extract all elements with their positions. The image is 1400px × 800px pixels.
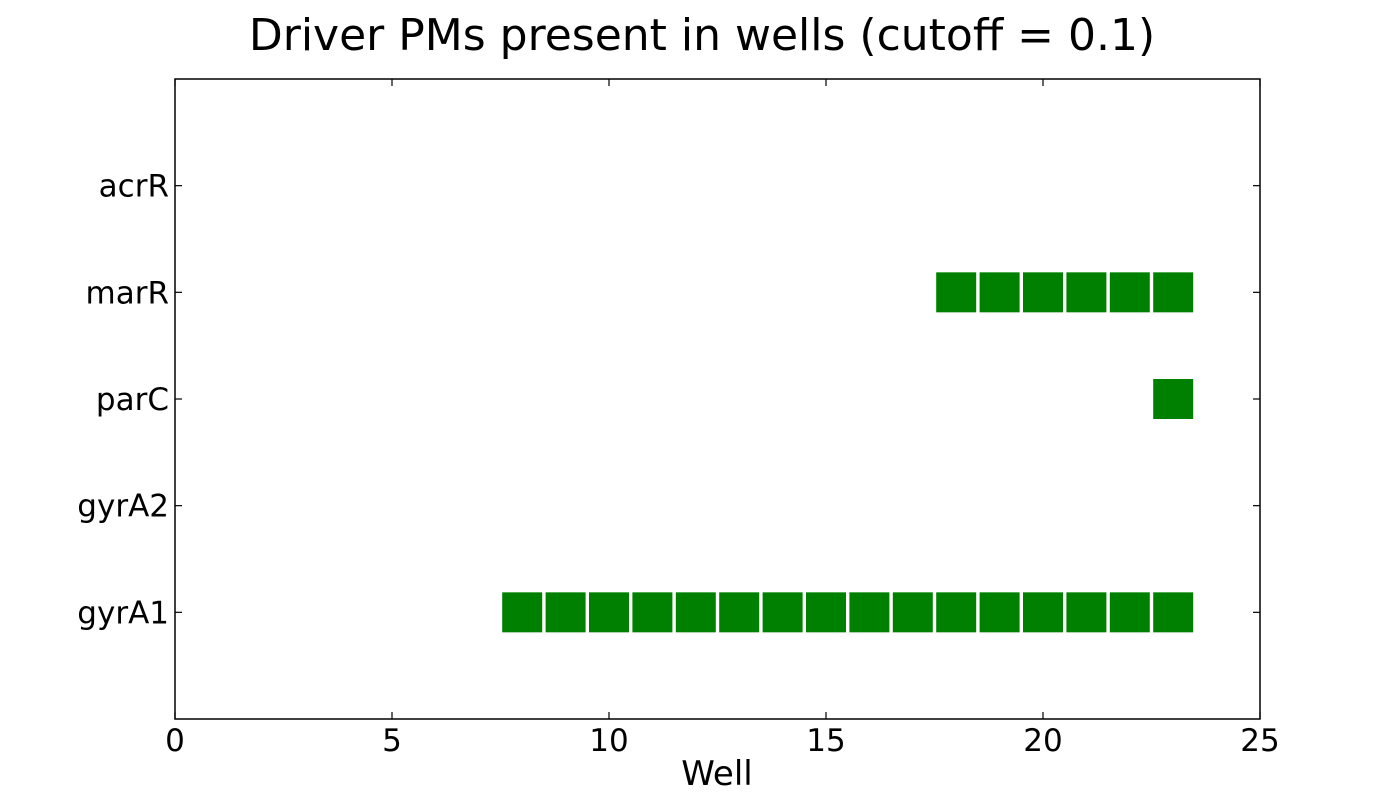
x-tick-label-0: 0 [165, 723, 185, 759]
chart-title: Driver PMs present in wells (cutoff = 0.… [249, 10, 1155, 61]
marker-gyrA1-well-17 [890, 590, 935, 635]
marker-gyrA1-well-20 [1021, 590, 1065, 635]
marker-gyrA1-well-15 [804, 590, 848, 635]
marker-gyrA1-well-14 [760, 590, 805, 635]
x-tick-label-15: 15 [806, 723, 845, 759]
marker-marR-well-23 [1151, 270, 1196, 315]
marker-marR-well-19 [977, 270, 1022, 315]
marker-gyrA1-well-23 [1151, 590, 1196, 635]
marker-gyrA1-well-11 [630, 590, 675, 635]
x-axis-label: Well [681, 754, 752, 794]
y-tick-label-gyrA1: gyrA1 [77, 595, 169, 631]
y-tick-label-gyrA2: gyrA2 [77, 489, 169, 525]
marker-gyrA1-well-13 [717, 590, 762, 635]
x-axis-tick-labels: 0 5 10 15 20 25 [165, 723, 1280, 759]
x-tick-label-20: 20 [1023, 723, 1062, 759]
marker-marR-well-22 [1107, 270, 1152, 315]
y-axis-tick-labels: acrR marR parC gyrA2 gyrA1 [77, 169, 169, 632]
marker-gyrA1-well-21 [1064, 590, 1109, 635]
marker-gyrA1-well-18 [934, 590, 979, 635]
marker-gyrA1-well-10 [587, 590, 631, 635]
marker-gyrA1-well-9 [543, 590, 588, 635]
marker-marR-well-20 [1021, 270, 1065, 315]
x-tick-label-5: 5 [382, 723, 402, 759]
y-tick-label-acrR: acrR [99, 169, 169, 205]
data-marks [500, 270, 1196, 635]
marker-marR-well-21 [1064, 270, 1109, 315]
marker-gyrA1-well-8 [500, 590, 545, 635]
marker-gyrA1-well-16 [847, 590, 892, 635]
axis-ticks [174, 79, 1261, 719]
y-tick-label-marR: marR [86, 275, 169, 311]
marker-gyrA1-well-12 [673, 590, 718, 635]
marker-gyrA1-well-22 [1107, 590, 1152, 635]
marker-gyrA1-well-19 [977, 590, 1022, 635]
marker-parC-well-23 [1151, 377, 1196, 421]
marker-marR-well-18 [934, 270, 979, 315]
y-tick-label-parC: parC [96, 382, 169, 418]
x-tick-label-25: 25 [1240, 723, 1279, 759]
x-tick-label-10: 10 [589, 723, 628, 759]
